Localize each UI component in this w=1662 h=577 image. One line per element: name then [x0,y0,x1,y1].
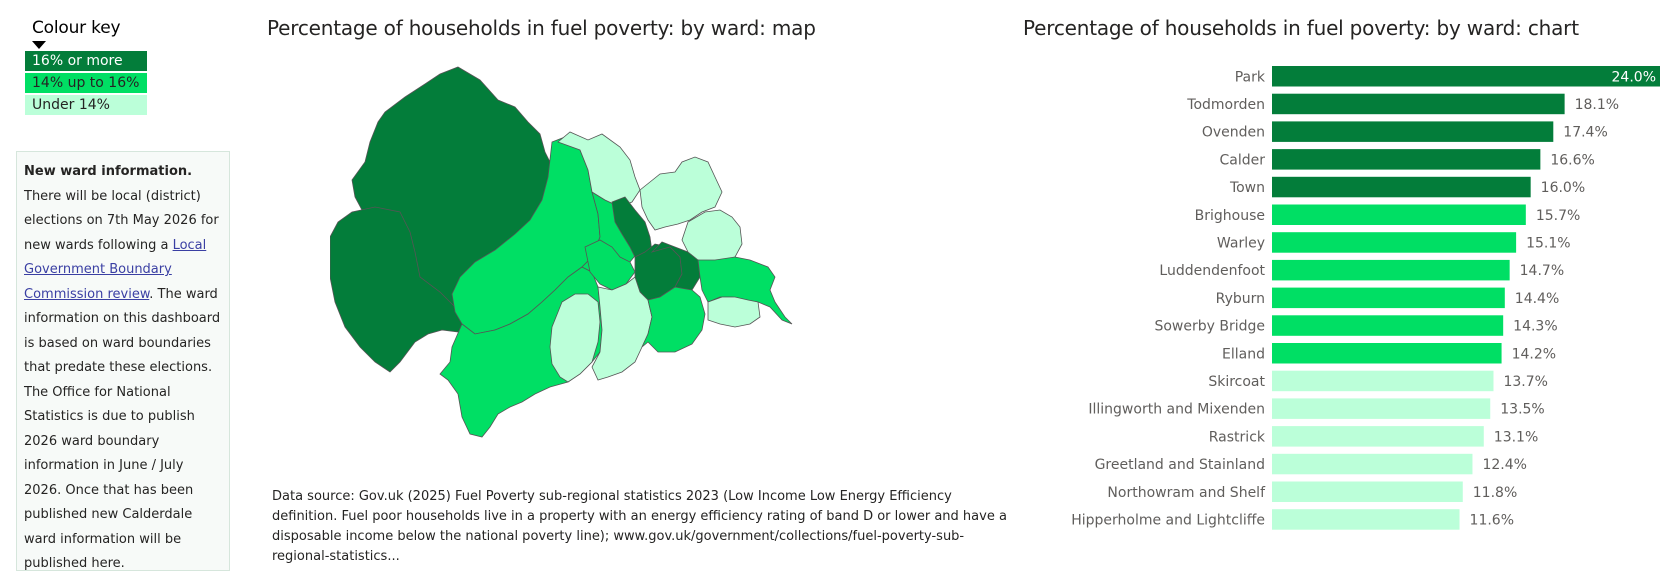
category-label: Skircoat [1208,374,1265,390]
category-label: Hipperholme and Lightcliffe [1071,512,1265,528]
ward-info-text-2: . The ward information on this dashboard… [24,286,221,572]
data-source-note: Data source: Gov.uk (2025) Fuel Poverty … [272,489,1007,564]
bar[interactable] [1272,343,1502,364]
ward-greetland-stainland[interactable] [549,293,601,383]
category-label: Calder [1220,152,1266,168]
ward-skircoat[interactable] [591,276,653,381]
data-label: 14.3% [1513,319,1557,335]
colour-key: Colour key 16% or more 14% up to 16% Und… [25,18,150,117]
data-label: 11.6% [1470,512,1514,528]
category-label: Northowram and Shelf [1107,485,1266,501]
category-label: Greetland and Stainland [1095,457,1265,473]
ward-info-panel: New ward information. There will be loca… [16,151,230,571]
data-label: 16.0% [1541,180,1585,196]
bar[interactable] [1272,398,1491,419]
boundary-review-link[interactable]: Local Government Boundary Commission rev… [24,237,207,302]
ward-rastrick[interactable] [707,296,761,328]
data-label: 12.4% [1482,457,1526,473]
ward-info-heading: New ward information. [24,164,193,179]
category-label: Ryburn [1216,291,1265,307]
fuel-poverty-bar-chart: Park 24.0% Todmorden 18.1% Ovenden 17.4% Calde… [1071,66,1660,530]
category-label: Illingworth and Mixenden [1088,402,1265,418]
data-label: 16.6% [1550,152,1594,168]
data-label: 17.4% [1563,125,1607,141]
key-item-low[interactable]: Under 14% [25,95,147,115]
ward-northowram-shelf[interactable] [639,156,723,231]
colour-key-title: Colour key [32,18,121,38]
data-label: 13.5% [1500,402,1544,418]
bar[interactable] [1272,93,1565,115]
data-label: 14.2% [1512,346,1556,362]
key-item-high[interactable]: 16% or more [25,51,147,71]
category-label: Ovenden [1202,125,1265,141]
bar[interactable] [1272,287,1505,309]
data-label: 18.1% [1575,97,1619,113]
bar[interactable] [1272,315,1504,336]
category-label: Rastrick [1209,429,1266,445]
data-label: 11.8% [1473,485,1517,501]
data-label: 14.4% [1515,291,1559,307]
data-label: 14.7% [1520,263,1564,279]
caret-down-icon[interactable] [32,41,46,49]
category-label: Elland [1222,346,1265,362]
bar[interactable] [1272,149,1541,170]
key-item-mid[interactable]: 14% up to 16% [25,73,147,93]
bar[interactable] [1272,453,1473,475]
category-label: Warley [1217,235,1265,251]
bar[interactable] [1272,370,1494,392]
bar[interactable] [1272,426,1484,447]
map-title: Percentage of households in fuel poverty… [267,16,816,40]
data-label: 15.7% [1536,208,1580,224]
ward-map[interactable] [330,62,850,472]
bar[interactable] [1272,66,1660,87]
data-label: 15.1% [1526,235,1570,251]
bar[interactable] [1272,204,1526,226]
category-label: Park [1235,69,1266,85]
ward-info-text-1: There will be local (district) elections… [24,188,219,253]
category-label: Todmorden [1186,97,1265,113]
category-label: Sowerby Bridge [1154,319,1265,335]
category-label: Brighouse [1195,208,1265,224]
chart-title: Percentage of households in fuel poverty… [1023,16,1579,40]
category-label: Luddendenfoot [1159,263,1265,279]
data-label: 13.7% [1503,374,1547,390]
bar[interactable] [1272,232,1517,253]
ward-elland[interactable] [641,286,706,353]
category-label: Town [1229,180,1265,196]
bar[interactable] [1272,176,1531,198]
bar[interactable] [1272,481,1463,503]
bar[interactable] [1272,509,1460,530]
data-label: 13.1% [1494,429,1538,445]
bar[interactable] [1272,259,1510,281]
data-label: 24.0% [1612,69,1656,85]
bar[interactable] [1272,121,1554,142]
